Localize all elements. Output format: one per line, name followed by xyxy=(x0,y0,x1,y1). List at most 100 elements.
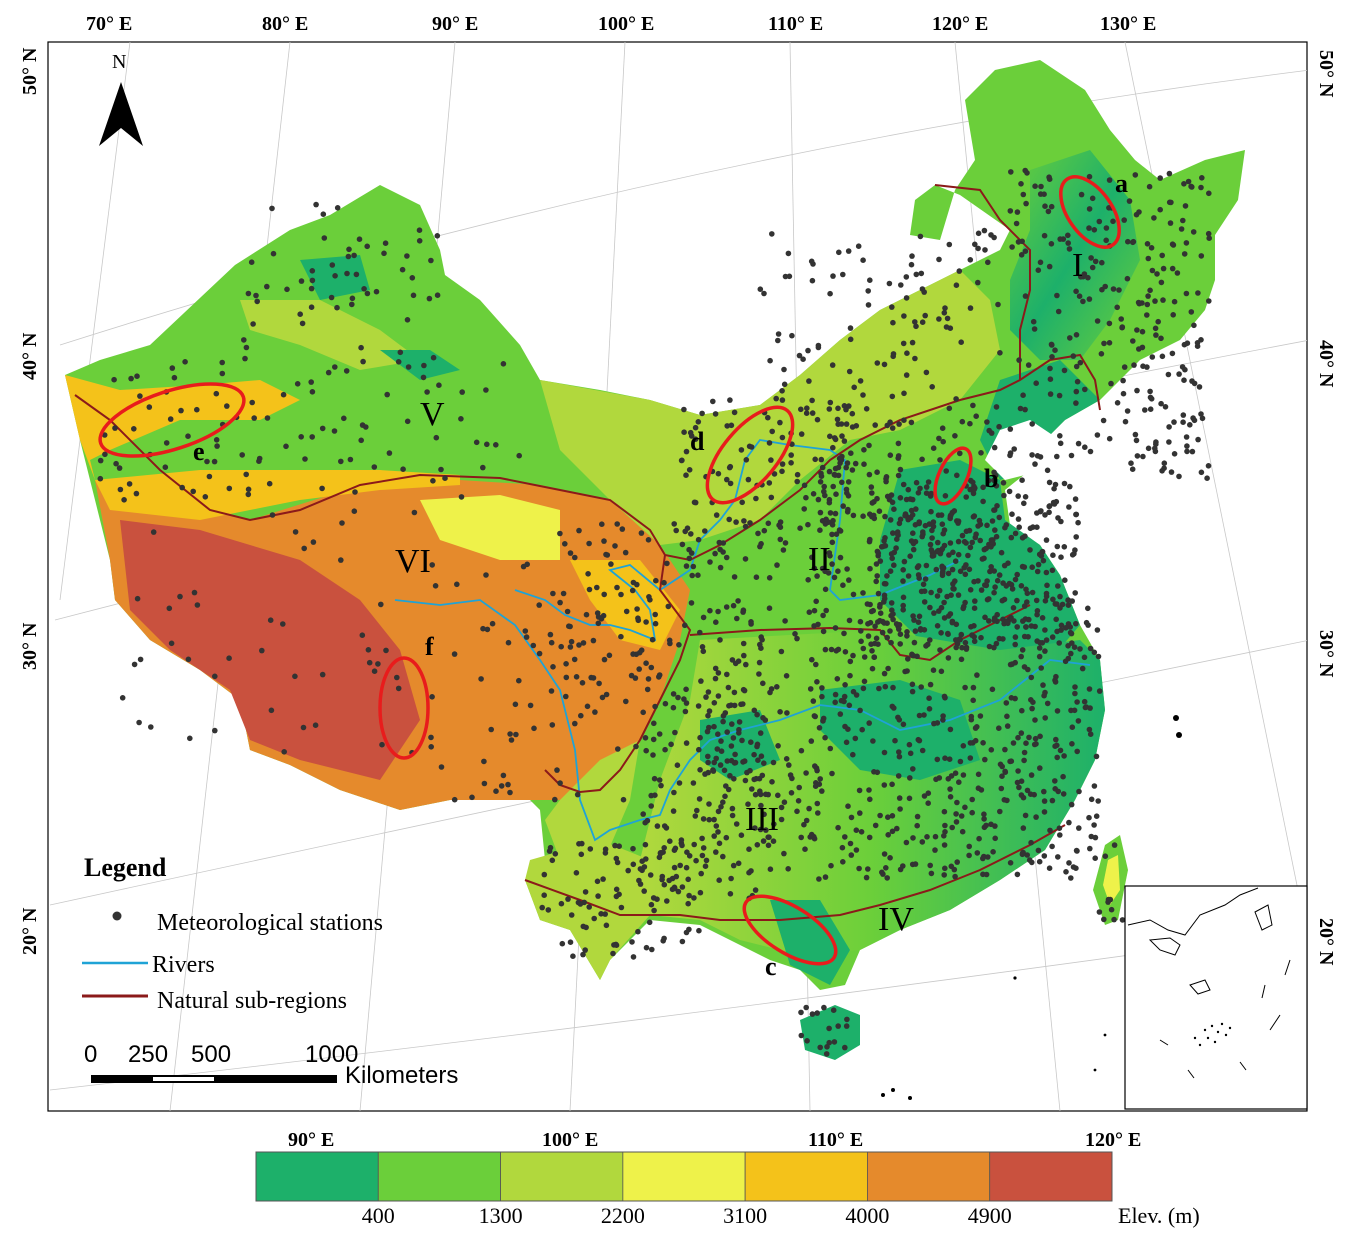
station-dot xyxy=(814,800,821,807)
station-dot xyxy=(636,666,642,672)
station-dot xyxy=(1012,576,1019,583)
station-dot xyxy=(383,647,389,654)
station-dot xyxy=(789,332,795,339)
station-dot xyxy=(705,689,712,695)
station-dot xyxy=(242,355,248,362)
colorbar-cell xyxy=(744,1151,868,1202)
station-dot xyxy=(955,551,962,558)
station-dot xyxy=(1106,435,1113,442)
station-dot xyxy=(731,409,738,416)
station-dot xyxy=(975,578,981,584)
station-dot xyxy=(1033,380,1039,387)
study-site-d-ellipse xyxy=(705,405,795,505)
station-dot xyxy=(800,356,806,363)
station-dot xyxy=(683,700,690,706)
station-dot xyxy=(960,743,967,749)
station-dot xyxy=(585,571,591,577)
station-dot xyxy=(730,735,737,741)
station-dot xyxy=(715,829,721,835)
station-dot xyxy=(991,589,997,596)
station-dot xyxy=(972,725,979,731)
station-dot xyxy=(720,713,727,719)
station-dot xyxy=(241,337,247,343)
station-dot xyxy=(616,843,622,849)
station-dot xyxy=(895,440,902,447)
station-dot xyxy=(805,347,811,354)
station-dot xyxy=(919,319,926,326)
station-dot xyxy=(1086,206,1093,212)
station-dot xyxy=(858,638,864,645)
north-arrow-label: N xyxy=(112,51,126,73)
station-dot xyxy=(1031,741,1038,748)
station-dot xyxy=(643,660,649,666)
station-dot xyxy=(975,230,982,237)
station-dot xyxy=(831,574,838,581)
station-dot xyxy=(563,693,569,700)
station-dot xyxy=(1074,699,1080,705)
station-dot xyxy=(1078,191,1085,198)
station-dot xyxy=(664,898,670,904)
station-dot xyxy=(765,834,771,840)
station-dot xyxy=(399,266,406,273)
station-dot xyxy=(662,746,668,753)
station-dot xyxy=(717,637,723,643)
station-dot xyxy=(889,555,895,562)
station-dot xyxy=(913,506,919,512)
station-dot xyxy=(913,271,920,278)
station-dot xyxy=(580,640,587,646)
station-dot xyxy=(882,513,888,520)
station-dot xyxy=(416,227,423,233)
station-dot xyxy=(595,620,602,627)
station-dot xyxy=(686,467,693,473)
station-dot xyxy=(1169,350,1176,357)
station-dot xyxy=(185,433,191,440)
station-dot xyxy=(712,550,718,557)
station-dot xyxy=(843,739,850,746)
station-dot xyxy=(888,639,894,646)
station-dot xyxy=(530,642,537,649)
station-dot xyxy=(812,783,819,789)
station-dot xyxy=(428,744,435,750)
station-dot xyxy=(857,618,864,625)
station-dot xyxy=(779,397,786,403)
station-dot xyxy=(312,722,319,728)
station-dot xyxy=(527,702,534,709)
station-dot xyxy=(351,508,358,514)
station-dot xyxy=(1094,627,1101,633)
station-dot xyxy=(219,370,226,377)
station-dot xyxy=(939,565,946,571)
station-dot xyxy=(992,823,998,829)
station-dot xyxy=(928,490,934,497)
station-dot xyxy=(895,773,902,779)
station-dot xyxy=(978,634,984,641)
station-dot xyxy=(890,530,896,536)
legend-item-label: Rivers xyxy=(152,952,215,978)
station-dot xyxy=(848,450,854,457)
station-dot xyxy=(727,480,734,487)
station-dot xyxy=(967,486,973,493)
station-dot xyxy=(1037,259,1044,266)
station-dot xyxy=(803,1004,809,1011)
station-dot xyxy=(821,1004,827,1011)
station-dot xyxy=(798,406,804,413)
station-dot xyxy=(558,900,565,907)
station-dot xyxy=(945,613,952,619)
station-dot xyxy=(598,911,604,917)
scale-tick-label: 0 xyxy=(84,1041,97,1068)
station-dot xyxy=(1049,797,1056,804)
station-dot xyxy=(831,435,838,441)
station-dot xyxy=(727,891,734,897)
station-dot xyxy=(828,862,834,869)
station-dot xyxy=(1053,736,1059,743)
station-dot xyxy=(861,461,867,468)
station-dot xyxy=(867,565,873,572)
station-dot xyxy=(541,892,547,898)
station-dot xyxy=(940,438,946,445)
station-dot xyxy=(975,771,982,778)
station-dot xyxy=(865,621,871,627)
station-dot xyxy=(908,261,915,268)
north-arrow-icon xyxy=(99,82,143,146)
station-dot xyxy=(817,509,824,516)
station-dot xyxy=(809,1011,816,1017)
station-dot xyxy=(928,508,934,515)
